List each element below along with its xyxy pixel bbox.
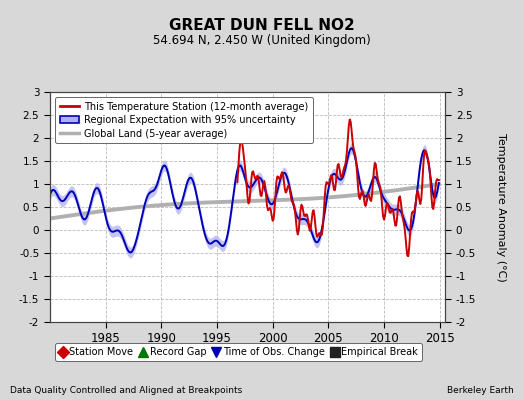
Legend: Station Move, Record Gap, Time of Obs. Change, Empirical Break: Station Move, Record Gap, Time of Obs. C… <box>55 343 422 361</box>
Y-axis label: Temperature Anomaly (°C): Temperature Anomaly (°C) <box>496 133 506 281</box>
Text: GREAT DUN FELL NO2: GREAT DUN FELL NO2 <box>169 18 355 33</box>
Legend: This Temperature Station (12-month average), Regional Expectation with 95% uncer: This Temperature Station (12-month avera… <box>54 97 313 143</box>
Text: Berkeley Earth: Berkeley Earth <box>447 386 514 395</box>
Text: 54.694 N, 2.450 W (United Kingdom): 54.694 N, 2.450 W (United Kingdom) <box>153 34 371 47</box>
Text: Data Quality Controlled and Aligned at Breakpoints: Data Quality Controlled and Aligned at B… <box>10 386 243 395</box>
